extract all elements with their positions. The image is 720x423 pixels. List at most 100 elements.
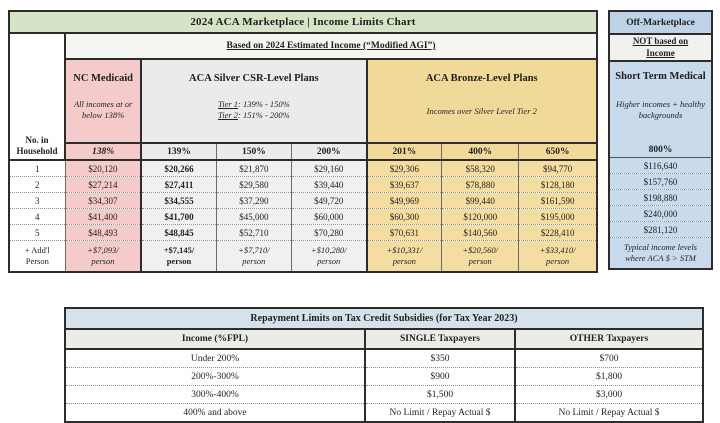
off-marketplace-footnote: Typical income levels where ACA $ > STM: [609, 237, 712, 269]
repayment-income-bracket: 200%-300%: [65, 367, 365, 386]
off-not-row: NOT based on Income: [609, 34, 712, 62]
silver-tier1: Tier 1: 139% - 150%: [217, 99, 290, 109]
income-value: $20,120: [64, 160, 142, 177]
income-row: 5 $48,493 $48,845 $52,710 $70,280 $70,631 $140…: [9, 224, 597, 241]
chart-subtitle: Based on 2024 Estimated Income (“Modifie…: [65, 33, 597, 60]
repayment-income-bracket: Under 200%: [65, 349, 365, 368]
household-label-line1: No. in: [25, 135, 49, 146]
off-marketplace-value-row: $157,760: [609, 173, 712, 190]
income-value: $228,410: [518, 224, 597, 241]
repayment-header-row: Income (%FPL) SINGLE Taxpayers OTHER Tax…: [65, 329, 704, 350]
repayment-limits-table: Repayment Limits on Tax Credit Subsidies…: [64, 307, 705, 423]
repayment-limit-value: $350: [364, 349, 515, 368]
silver-tiers: Tier 1: 139% - 150% Tier 2: 151% - 200%: [142, 99, 364, 122]
income-value: $128,180: [518, 176, 597, 193]
medicaid-name: NC Medicaid: [73, 73, 134, 84]
income-value: $48,845: [140, 224, 217, 241]
income-row: 2 $27,214 $27,411 $29,580 $39,440 $39,637 $78,…: [9, 176, 597, 193]
income-value: $37,290: [215, 192, 292, 209]
percent-header-201: 201%: [365, 143, 442, 161]
income-value: $140,560: [441, 224, 519, 241]
percent-header-650: 650%: [518, 143, 597, 161]
income-value: $58,320: [441, 160, 519, 177]
off-title-row: Off-Marketplace: [609, 11, 712, 35]
additional-person-value: +$7,093/person: [64, 240, 142, 272]
off-marketplace-title: Off-Marketplace: [609, 11, 712, 35]
percent-header-row: 138% 139% 150% 200% 201% 400% 650%: [9, 143, 597, 161]
bronze-note: Incomes over Silver Level Tier 2: [426, 106, 537, 116]
income-value: $45,000: [215, 208, 292, 225]
repayment-income-bracket: 400% and above: [65, 403, 365, 422]
income-data-rows: 1 $20,120 $20,266 $21,870 $29,160 $29,306 $58,…: [9, 160, 597, 272]
household-size: 1: [9, 160, 66, 177]
repayment-limit-value: $700: [513, 349, 704, 368]
off-footer-row: Typical income levels where ACA $ > STM: [609, 237, 712, 269]
silver-tier2: Tier 2: 151% - 200%: [217, 110, 290, 121]
income-value: $49,969: [365, 192, 442, 209]
repayment-title: Repayment Limits on Tax Credit Subsidies…: [65, 308, 704, 330]
repayment-income-bracket: 300%-400%: [65, 385, 365, 404]
repayment-limit-value: $900: [364, 367, 515, 386]
income-value: $29,160: [290, 160, 367, 177]
silver-name: ACA Silver CSR-Level Plans: [189, 73, 319, 84]
additional-person-row: + Add'l Person +$7,093/person +$7,145/perso…: [9, 240, 597, 272]
household-size: 4: [9, 208, 66, 225]
household-size: 2: [9, 176, 66, 193]
off-marketplace-panel: Off-Marketplace NOT based on Income Shor…: [608, 10, 713, 270]
percent-header-800: 800%: [609, 142, 712, 158]
income-value: $49,720: [290, 192, 367, 209]
repayment-limit-value: No Limit / Repay Actual $: [364, 403, 515, 422]
income-value: $29,306: [365, 160, 442, 177]
additional-person-value: +$10,280/person: [290, 240, 367, 272]
income-value: $39,637: [365, 176, 442, 193]
additional-person-value: +$10,331/person: [365, 240, 442, 272]
subtitle-row: No. in Household Based on 2024 Estimated…: [9, 33, 597, 161]
income-value: $161,590: [518, 192, 597, 209]
column-header-other: OTHER Taxpayers: [513, 329, 704, 350]
medicaid-header: NC Medicaid All incomes at or below 138%: [65, 59, 143, 144]
income-value: $99,440: [441, 192, 519, 209]
short-term-medical-name: Short Term Medical: [615, 71, 706, 82]
column-header-single: SINGLE Taxpayers: [364, 329, 515, 350]
additional-person-value: +$7,710/person: [215, 240, 292, 272]
additional-person-value: +$7,145/person: [140, 240, 217, 272]
off-plan-row: Short Term Medical Higher incomes + heal…: [609, 61, 712, 142]
off-marketplace-value-row: $198,880: [609, 189, 712, 206]
income-value: $195,000: [518, 208, 597, 225]
household-column-header: No. in Household: [9, 33, 67, 161]
income-value: $94,770: [518, 160, 597, 177]
medicaid-note: All incomes at or below 138%: [73, 99, 133, 121]
silver-header: ACA Silver CSR-Level Plans Tier 1: 139% …: [141, 59, 368, 144]
percent-header-138: 138%: [65, 143, 142, 161]
repayment-data-rows: Under 200% $350 $700 200%-300% $900 $1,800 300…: [65, 349, 704, 422]
income-value: $70,280: [290, 224, 367, 241]
income-row: 1 $20,120 $20,266 $21,870 $29,160 $29,306 $58,…: [9, 160, 597, 177]
percent-header-400: 400%: [441, 143, 519, 161]
income-limits-table: 2024 ACA Marketplace | Income Limits Cha…: [8, 10, 598, 273]
plan-header-row: NC Medicaid All incomes at or below 138%…: [9, 59, 597, 144]
short-term-medical-header: Short Term Medical Higher incomes + heal…: [609, 61, 712, 142]
income-value: $60,300: [365, 208, 442, 225]
additional-person-label: + Add'l Person: [9, 240, 66, 272]
income-value: $48,493: [64, 224, 142, 241]
additional-person-value: +$20,560/person: [441, 240, 519, 272]
not-based-on-income-note: NOT based on Income: [609, 34, 712, 62]
off-marketplace-value: $281,120: [609, 221, 712, 238]
bronze-header: ACA Bronze-Level Plans Incomes over Silv…: [366, 59, 597, 144]
off-marketplace-value: $240,000: [609, 205, 712, 222]
off-marketplace-value-row: $281,120: [609, 221, 712, 238]
income-value: $78,880: [441, 176, 519, 193]
income-value: $39,440: [290, 176, 367, 193]
income-value: $21,870: [215, 160, 292, 177]
income-value: $70,631: [365, 224, 442, 241]
chart-title-row: 2024 ACA Marketplace | Income Limits Cha…: [9, 11, 597, 34]
household-size: 5: [9, 224, 66, 241]
off-marketplace-value-row: $116,640: [609, 157, 712, 174]
income-value: $41,400: [64, 208, 142, 225]
repayment-row: 400% and above No Limit / Repay Actual $ N…: [65, 403, 704, 422]
percent-header-200: 200%: [290, 143, 367, 161]
income-row: 4 $41,400 $41,700 $45,000 $60,000 $60,300 $120…: [9, 208, 597, 225]
off-percent-row: 800%: [609, 142, 712, 158]
income-value: $34,307: [64, 192, 142, 209]
repayment-limit-value: $1,500: [364, 385, 515, 404]
